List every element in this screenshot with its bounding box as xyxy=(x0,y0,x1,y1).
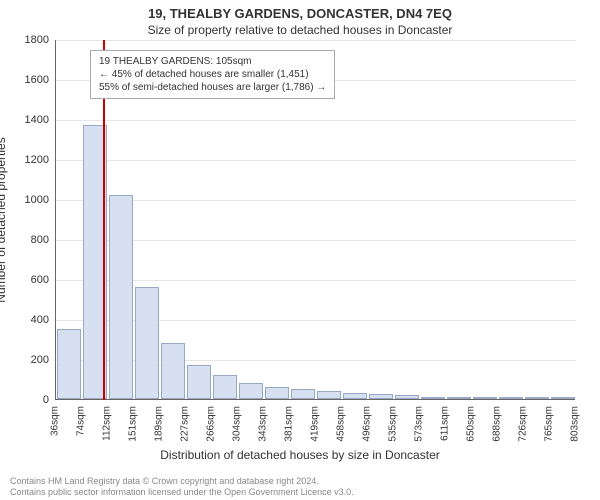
x-tick-label: 112sqm xyxy=(102,406,113,441)
x-tick-label: 650sqm xyxy=(466,406,477,442)
x-tick-label: 573sqm xyxy=(414,406,425,442)
histogram-bar xyxy=(551,397,576,399)
histogram-bar xyxy=(395,395,420,399)
x-tick-label: 419sqm xyxy=(310,406,321,442)
histogram-bar xyxy=(265,387,290,399)
histogram-bar xyxy=(447,397,472,399)
x-tick-label: 304sqm xyxy=(232,406,243,442)
x-tick-label: 688sqm xyxy=(492,406,503,442)
histogram-bar xyxy=(57,329,82,399)
x-tick-label: 227sqm xyxy=(180,406,191,442)
x-tick-label: 496sqm xyxy=(362,406,373,442)
chart-title-main: 19, THEALBY GARDENS, DONCASTER, DN4 7EQ xyxy=(0,0,600,21)
y-tick-label: 0 xyxy=(9,394,49,406)
histogram-bar xyxy=(187,365,212,399)
histogram-bar xyxy=(473,397,498,399)
x-tick-label: 74sqm xyxy=(76,406,87,436)
x-tick-label: 36sqm xyxy=(50,406,61,436)
y-tick-label: 1800 xyxy=(9,34,49,46)
chart-title-sub: Size of property relative to detached ho… xyxy=(0,21,600,41)
gridline xyxy=(56,280,576,281)
x-tick-label: 535sqm xyxy=(388,406,399,442)
histogram-bar xyxy=(343,393,368,399)
info-line-2: ← 45% of detached houses are smaller (1,… xyxy=(99,68,326,81)
histogram-bar xyxy=(135,287,160,399)
x-tick-label: 266sqm xyxy=(206,406,217,442)
gridline xyxy=(56,120,576,121)
histogram-bar xyxy=(421,397,446,399)
histogram-bar xyxy=(161,343,186,399)
y-tick-label: 1400 xyxy=(9,114,49,126)
histogram-bar xyxy=(213,375,238,399)
histogram-bar xyxy=(317,391,342,399)
histogram-bar xyxy=(525,397,550,399)
x-tick-label: 151sqm xyxy=(128,406,139,442)
footer-line-2: Contains public sector information licen… xyxy=(10,487,590,498)
histogram-bar xyxy=(109,195,134,399)
footer-line-1: Contains HM Land Registry data © Crown c… xyxy=(10,476,590,487)
histogram-bar xyxy=(369,394,394,399)
y-axis-label: Number of detached properties xyxy=(0,137,8,302)
gridline xyxy=(56,160,576,161)
footer-attribution: Contains HM Land Registry data © Crown c… xyxy=(0,476,600,498)
info-line-1: 19 THEALBY GARDENS: 105sqm xyxy=(99,55,326,68)
x-axis-label: Distribution of detached houses by size … xyxy=(0,448,600,462)
chart-container: 19, THEALBY GARDENS, DONCASTER, DN4 7EQ … xyxy=(0,0,600,500)
y-tick-label: 800 xyxy=(9,234,49,246)
y-tick-label: 200 xyxy=(9,354,49,366)
info-line-3: 55% of semi-detached houses are larger (… xyxy=(99,81,326,94)
x-tick-label: 765sqm xyxy=(544,406,555,442)
gridline xyxy=(56,240,576,241)
x-tick-label: 611sqm xyxy=(440,406,451,441)
histogram-bar xyxy=(499,397,524,399)
y-tick-label: 600 xyxy=(9,274,49,286)
info-annotation-box: 19 THEALBY GARDENS: 105sqm ← 45% of deta… xyxy=(90,50,335,99)
y-tick-label: 1000 xyxy=(9,194,49,206)
x-tick-label: 458sqm xyxy=(336,406,347,442)
x-tick-label: 381sqm xyxy=(284,406,295,442)
x-tick-label: 803sqm xyxy=(570,406,581,442)
y-tick-label: 400 xyxy=(9,314,49,326)
x-tick-label: 189sqm xyxy=(154,406,165,442)
gridline xyxy=(56,40,576,41)
y-tick-label: 1200 xyxy=(9,154,49,166)
y-tick-label: 1600 xyxy=(9,74,49,86)
histogram-bar xyxy=(239,383,264,399)
histogram-bar xyxy=(291,389,316,399)
gridline xyxy=(56,200,576,201)
x-tick-label: 343sqm xyxy=(258,406,269,442)
x-tick-label: 726sqm xyxy=(518,406,529,442)
